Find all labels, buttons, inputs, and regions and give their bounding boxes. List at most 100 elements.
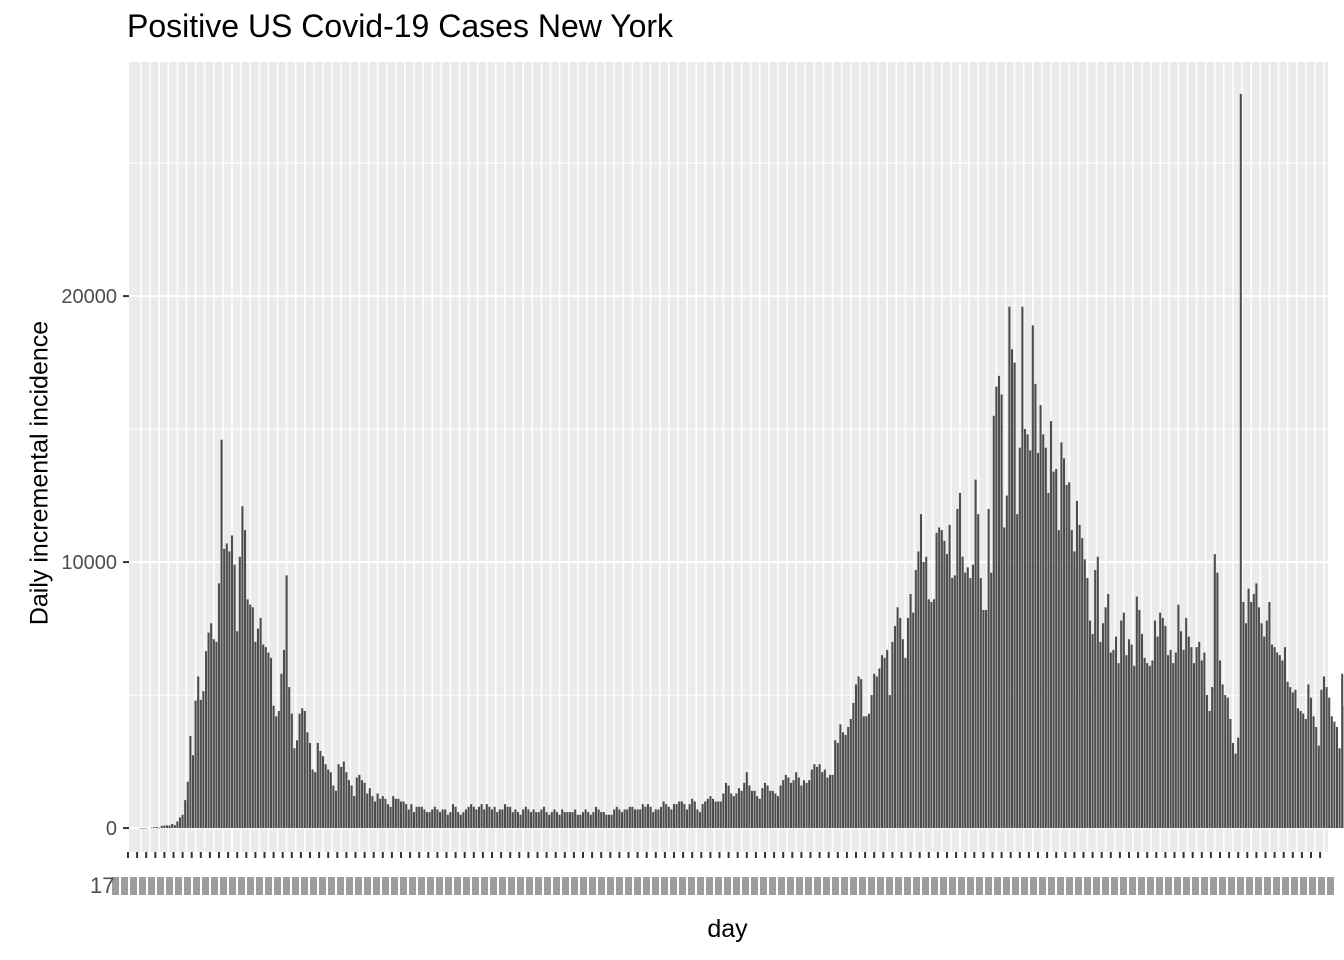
bar	[267, 652, 270, 829]
bar	[1263, 636, 1266, 829]
x-tick-label-overlap	[481, 877, 488, 895]
bar	[1000, 394, 1003, 829]
bar	[397, 798, 400, 829]
bar	[766, 785, 769, 829]
x-tick-label-overlap	[490, 877, 497, 895]
bar	[163, 825, 166, 829]
bar	[1247, 588, 1250, 829]
bar	[665, 804, 668, 829]
bar	[1049, 421, 1053, 829]
bar	[1281, 660, 1284, 829]
bar	[1062, 458, 1066, 829]
bar	[230, 535, 234, 829]
bar	[938, 527, 941, 829]
bar	[1273, 647, 1276, 829]
bar	[948, 524, 951, 829]
bar	[813, 764, 816, 829]
bar	[670, 809, 673, 829]
bar	[1270, 644, 1274, 829]
bar	[171, 823, 174, 829]
bar	[672, 804, 676, 829]
bar	[563, 812, 566, 829]
bar	[925, 556, 928, 829]
bar	[657, 809, 660, 829]
bar	[662, 801, 665, 829]
bar	[389, 806, 392, 829]
bar	[298, 713, 301, 829]
bar	[1143, 657, 1146, 829]
bar	[753, 790, 756, 829]
x-tick-label-overlap	[562, 877, 569, 895]
bar	[1276, 652, 1279, 829]
x-tick-label-overlap	[1327, 877, 1334, 895]
bar	[815, 766, 819, 829]
bar	[1073, 551, 1076, 829]
bar	[1127, 639, 1131, 829]
bar	[1195, 647, 1198, 829]
bar	[1328, 697, 1331, 829]
bar	[805, 782, 808, 829]
bar	[927, 599, 930, 829]
bar	[493, 806, 496, 829]
bar	[1055, 468, 1058, 829]
y-tick-label: 0	[106, 818, 117, 840]
bar	[498, 809, 501, 829]
bar	[652, 812, 655, 829]
x-tick-label-overlap	[328, 877, 335, 895]
bar	[553, 809, 556, 829]
bar	[160, 825, 163, 829]
x-tick-label-overlap	[877, 877, 884, 895]
bar	[597, 809, 600, 829]
x-tick-label: 17	[90, 873, 114, 898]
x-tick-label-overlap	[967, 877, 974, 895]
bar	[1320, 689, 1323, 829]
bar	[953, 575, 956, 829]
bar	[545, 812, 548, 829]
bar	[847, 726, 850, 829]
bar	[449, 812, 452, 829]
x-tick-label-overlap	[697, 877, 704, 895]
bar	[1156, 636, 1159, 829]
bar	[233, 564, 236, 829]
bar	[854, 684, 858, 829]
x-tick-label-overlap	[1066, 877, 1073, 895]
bar	[732, 796, 735, 829]
bar	[1109, 652, 1112, 829]
bar	[899, 617, 902, 829]
x-tick-label-overlap	[418, 877, 425, 895]
bar	[1221, 684, 1224, 829]
bar	[399, 801, 403, 829]
bar	[951, 578, 954, 829]
x-tick-label-overlap	[733, 877, 740, 895]
bar	[353, 796, 356, 829]
bar	[745, 772, 748, 829]
bar	[347, 780, 351, 829]
x-tick-label-overlap	[841, 877, 848, 895]
bar	[217, 583, 221, 829]
x-tick-label-overlap	[427, 877, 434, 895]
bar	[1211, 687, 1214, 829]
bar	[779, 785, 782, 829]
bar	[1172, 663, 1175, 829]
bar	[701, 804, 704, 829]
bar	[241, 506, 244, 829]
bar	[1260, 623, 1263, 829]
bar	[306, 732, 309, 829]
bar	[280, 673, 283, 829]
bar	[711, 798, 715, 829]
x-tick-label-overlap	[400, 877, 407, 895]
bar	[1325, 687, 1328, 829]
x-tick-label-overlap	[859, 877, 866, 895]
bar	[542, 806, 546, 829]
bar	[654, 809, 657, 829]
bar	[836, 742, 839, 829]
bar	[1242, 601, 1245, 829]
bar	[249, 604, 252, 829]
bar	[680, 801, 683, 829]
bar	[1029, 450, 1032, 829]
bar	[142, 828, 145, 829]
bar	[592, 812, 595, 829]
bar	[342, 761, 345, 829]
x-tick-label-overlap	[544, 877, 551, 895]
x-tick-label-overlap	[787, 877, 794, 895]
